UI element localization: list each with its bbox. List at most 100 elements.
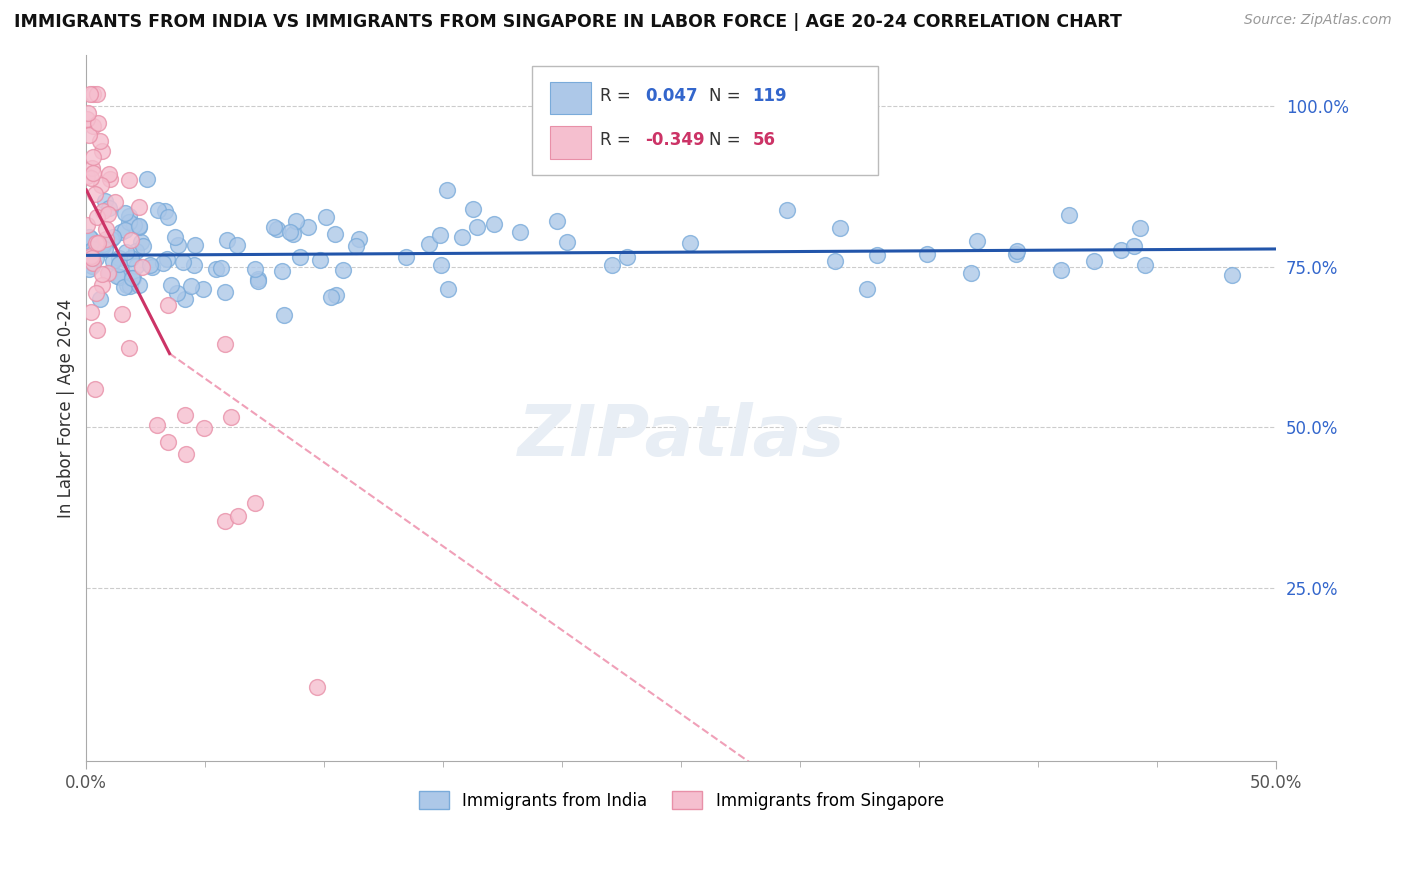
Point bbox=[1005, 247, 1028, 261]
Point bbox=[305, 680, 328, 694]
Point bbox=[172, 255, 194, 269]
Point bbox=[616, 250, 638, 264]
Point bbox=[132, 238, 155, 252]
Point bbox=[546, 214, 568, 228]
Point bbox=[97, 266, 120, 280]
Point bbox=[97, 167, 120, 181]
FancyBboxPatch shape bbox=[533, 66, 877, 175]
Point bbox=[225, 238, 247, 252]
Point bbox=[214, 514, 236, 528]
Point bbox=[160, 277, 183, 292]
Point bbox=[128, 200, 150, 214]
Point bbox=[283, 227, 305, 241]
Point bbox=[77, 230, 100, 244]
Point bbox=[98, 201, 121, 215]
Point bbox=[263, 219, 285, 234]
Point bbox=[84, 235, 107, 250]
Point bbox=[90, 178, 112, 192]
Text: R =: R = bbox=[600, 87, 637, 105]
Text: N =: N = bbox=[709, 131, 745, 149]
Text: N =: N = bbox=[709, 87, 745, 105]
Point bbox=[117, 277, 139, 292]
Point bbox=[174, 292, 197, 306]
Point bbox=[152, 256, 174, 270]
Point bbox=[856, 282, 879, 296]
Point bbox=[966, 234, 988, 248]
Point bbox=[155, 203, 177, 218]
Point bbox=[1122, 239, 1144, 253]
Point bbox=[80, 259, 103, 273]
Point bbox=[82, 120, 104, 134]
Point bbox=[557, 235, 579, 249]
Point bbox=[80, 161, 103, 175]
Point bbox=[77, 105, 100, 120]
Point bbox=[245, 262, 267, 277]
Point bbox=[226, 509, 249, 524]
Point bbox=[105, 268, 128, 283]
Point bbox=[86, 211, 108, 225]
Point bbox=[465, 220, 488, 235]
Point bbox=[344, 239, 367, 253]
Point bbox=[96, 207, 118, 221]
Point bbox=[77, 261, 100, 276]
Point bbox=[90, 145, 112, 159]
Point bbox=[156, 252, 179, 267]
Point bbox=[118, 173, 141, 187]
Point bbox=[90, 278, 112, 293]
Point bbox=[120, 233, 142, 247]
Point bbox=[1049, 263, 1071, 277]
Point bbox=[266, 222, 288, 236]
Point bbox=[139, 258, 162, 272]
Point bbox=[91, 237, 114, 252]
Point bbox=[98, 172, 121, 186]
Point bbox=[111, 307, 134, 321]
Point bbox=[86, 323, 108, 337]
Point bbox=[217, 233, 239, 247]
Point bbox=[101, 230, 124, 244]
Point bbox=[1057, 208, 1080, 222]
Point bbox=[246, 274, 269, 288]
Legend: Immigrants from India, Immigrants from Singapore: Immigrants from India, Immigrants from S… bbox=[412, 785, 950, 816]
Point bbox=[97, 266, 120, 280]
Point bbox=[80, 305, 103, 319]
Point bbox=[429, 227, 451, 242]
Point bbox=[112, 280, 135, 294]
Point bbox=[121, 270, 143, 285]
Point bbox=[86, 251, 108, 265]
Point bbox=[319, 290, 342, 304]
Point bbox=[463, 202, 485, 216]
Point bbox=[100, 232, 122, 246]
Point bbox=[157, 211, 180, 225]
Point bbox=[114, 205, 136, 219]
Point bbox=[824, 254, 846, 268]
Text: IMMIGRANTS FROM INDIA VS IMMIGRANTS FROM SINGAPORE IN LABOR FORCE | AGE 20-24 CO: IMMIGRANTS FROM INDIA VS IMMIGRANTS FROM… bbox=[14, 13, 1122, 31]
Point bbox=[79, 87, 101, 101]
Point bbox=[128, 277, 150, 292]
Point bbox=[436, 183, 458, 197]
Point bbox=[84, 186, 107, 201]
Point bbox=[290, 250, 312, 264]
Point bbox=[118, 214, 141, 228]
Point bbox=[79, 247, 101, 261]
Point bbox=[136, 172, 159, 186]
Point bbox=[125, 244, 148, 259]
FancyBboxPatch shape bbox=[550, 127, 591, 159]
Point bbox=[173, 409, 195, 423]
Point bbox=[121, 271, 143, 285]
Point bbox=[429, 258, 451, 272]
Point bbox=[124, 219, 146, 233]
Point bbox=[82, 251, 104, 265]
Point bbox=[89, 292, 111, 306]
Point bbox=[84, 286, 107, 301]
Point bbox=[104, 195, 127, 210]
Point bbox=[146, 417, 169, 432]
Point bbox=[163, 229, 186, 244]
Y-axis label: In Labor Force | Age 20-24: In Labor Force | Age 20-24 bbox=[58, 299, 75, 517]
Point bbox=[76, 218, 98, 232]
Point bbox=[120, 279, 142, 293]
Point bbox=[108, 257, 131, 271]
Point bbox=[775, 202, 797, 217]
Point bbox=[96, 232, 118, 246]
Point bbox=[509, 226, 531, 240]
Point bbox=[103, 253, 125, 268]
